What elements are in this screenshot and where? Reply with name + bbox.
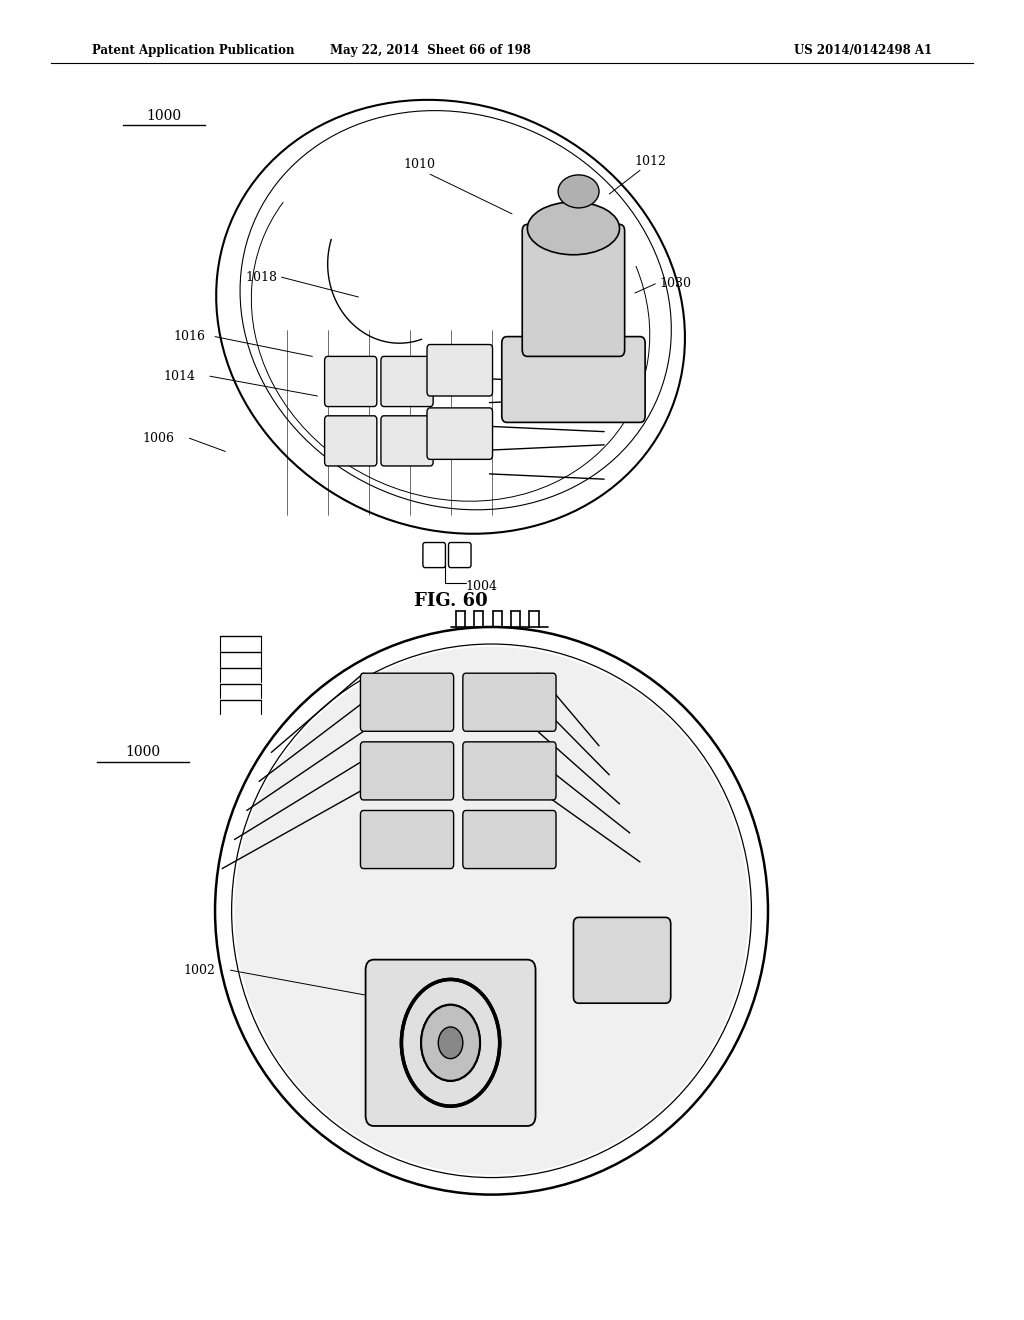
- Circle shape: [438, 1027, 463, 1059]
- FancyBboxPatch shape: [381, 416, 433, 466]
- FancyBboxPatch shape: [360, 742, 454, 800]
- Text: 1004: 1004: [465, 579, 498, 593]
- Circle shape: [421, 1005, 480, 1081]
- Text: 1018: 1018: [245, 271, 278, 284]
- Text: 1016: 1016: [173, 330, 206, 343]
- Text: 1008: 1008: [588, 977, 621, 990]
- Text: 1006: 1006: [142, 432, 175, 445]
- Text: 1030: 1030: [659, 277, 692, 290]
- FancyBboxPatch shape: [381, 356, 433, 407]
- Circle shape: [421, 1005, 480, 1081]
- Text: FIG. 60: FIG. 60: [414, 591, 487, 610]
- FancyBboxPatch shape: [463, 673, 556, 731]
- FancyBboxPatch shape: [360, 810, 454, 869]
- Text: 1012: 1012: [634, 154, 667, 168]
- FancyBboxPatch shape: [522, 224, 625, 356]
- Text: 1010: 1010: [368, 1016, 400, 1030]
- FancyBboxPatch shape: [427, 408, 493, 459]
- Text: FIG. 61: FIG. 61: [414, 1080, 487, 1098]
- Ellipse shape: [527, 202, 620, 255]
- FancyBboxPatch shape: [573, 917, 671, 1003]
- FancyBboxPatch shape: [366, 960, 536, 1126]
- Text: 1014: 1014: [163, 370, 196, 383]
- Circle shape: [438, 1027, 463, 1059]
- Text: May 22, 2014  Sheet 66 of 198: May 22, 2014 Sheet 66 of 198: [330, 44, 530, 57]
- FancyBboxPatch shape: [502, 337, 645, 422]
- Text: 1000: 1000: [146, 110, 181, 123]
- FancyBboxPatch shape: [325, 416, 377, 466]
- Ellipse shape: [558, 176, 599, 209]
- FancyBboxPatch shape: [360, 673, 454, 731]
- Text: Patent Application Publication: Patent Application Publication: [92, 44, 295, 57]
- Text: 1000: 1000: [126, 746, 161, 759]
- Text: 1002: 1002: [183, 964, 216, 977]
- FancyBboxPatch shape: [427, 345, 493, 396]
- FancyBboxPatch shape: [463, 742, 556, 800]
- Text: US 2014/0142498 A1: US 2014/0142498 A1: [794, 44, 932, 57]
- FancyBboxPatch shape: [463, 810, 556, 869]
- Ellipse shape: [234, 647, 749, 1175]
- FancyBboxPatch shape: [325, 356, 377, 407]
- Text: 1010: 1010: [403, 158, 436, 172]
